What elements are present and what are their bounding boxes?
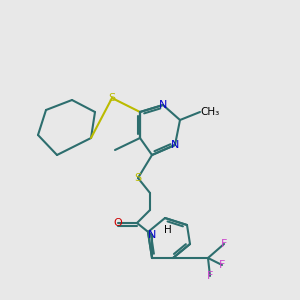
Text: N: N bbox=[148, 230, 156, 240]
Text: F: F bbox=[219, 260, 225, 270]
Text: S: S bbox=[134, 173, 142, 183]
Text: H: H bbox=[164, 225, 172, 235]
Text: N: N bbox=[171, 140, 179, 150]
Text: S: S bbox=[108, 93, 116, 103]
Text: F: F bbox=[207, 271, 213, 281]
Text: O: O bbox=[114, 218, 122, 228]
Text: CH₃: CH₃ bbox=[200, 107, 219, 117]
Text: F: F bbox=[221, 239, 227, 249]
Text: N: N bbox=[159, 100, 167, 110]
